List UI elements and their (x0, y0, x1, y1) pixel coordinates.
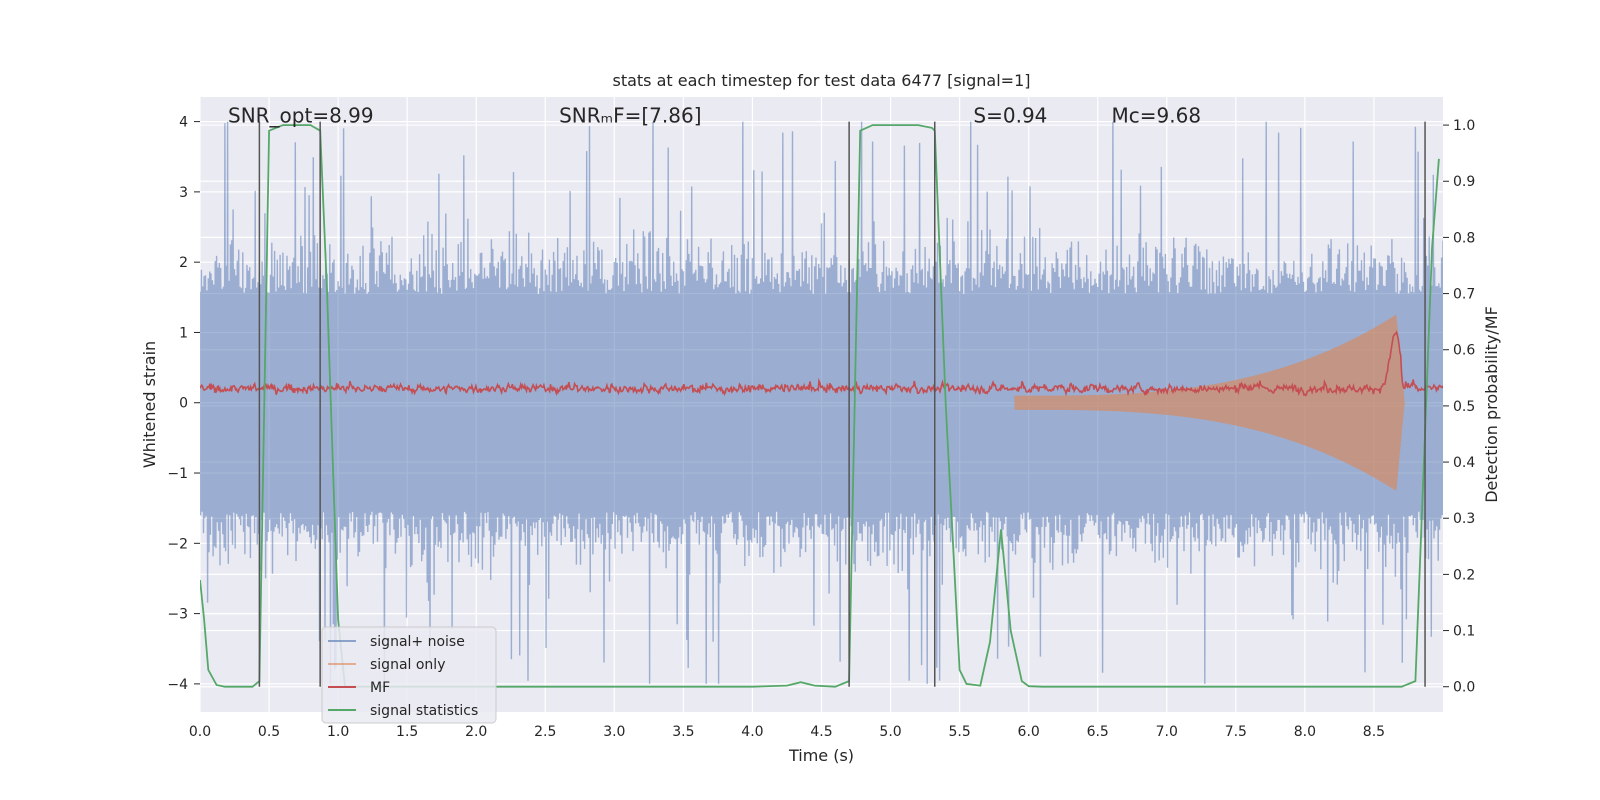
vertical-lines (258, 121, 1426, 687)
x-tick-label: 3.0 (603, 724, 625, 740)
y-tick-label-left: 3 (179, 185, 188, 201)
annotation-snr-mf: SNRₘF=[7.86] (559, 104, 701, 128)
series-signal-only (1014, 314, 1405, 491)
y-tick-label-left: −1 (167, 466, 188, 482)
y-tick-label-right: 0.8 (1453, 230, 1475, 246)
annotation-mc: Mc=9.68 (1112, 104, 1202, 128)
x-tick-label: 0.0 (189, 724, 211, 740)
x-axis-label: Time (s) (788, 746, 854, 765)
y-tick-label-right: 1.0 (1453, 118, 1475, 134)
x-tick-label: 4.0 (741, 724, 763, 740)
y-tick-label-left: −3 (167, 607, 188, 623)
y-tick-label-right: 0.4 (1453, 455, 1475, 471)
x-tick-label: 7.0 (1156, 724, 1178, 740)
y-tick-label-left: −4 (167, 677, 188, 693)
y-tick-label-left: 2 (179, 255, 188, 271)
legend-label-signal-statistics: signal statistics (370, 703, 478, 719)
legend-label-signal-noise: signal+ noise (370, 634, 465, 650)
y-tick-label-left: 1 (179, 325, 188, 341)
y-tick-label-right: 0.0 (1453, 680, 1475, 696)
x-tick-label: 2.5 (534, 724, 556, 740)
annotation-snr-opt: SNR_opt=8.99 (228, 104, 374, 128)
x-tick-label: 7.5 (1225, 724, 1247, 740)
y-tick-label-left: 0 (179, 396, 188, 412)
x-tick-label: 3.5 (672, 724, 694, 740)
y-axis-label-right: Detection probability/MF (1482, 306, 1501, 503)
annotations: SNR_opt=8.99 SNRₘF=[7.86] S=0.94 Mc=9.68 (228, 104, 1201, 128)
y-tick-label-right: 0.6 (1453, 343, 1475, 359)
x-tick-label: 1.0 (327, 724, 349, 740)
series-signal-noise (200, 121, 1443, 684)
x-tick-label: 5.0 (879, 724, 901, 740)
y-tick-label-left: −2 (167, 536, 188, 552)
x-tick-label: 6.5 (1087, 724, 1109, 740)
legend-box (321, 626, 497, 724)
x-tick-label: 2.0 (465, 724, 487, 740)
x-tick-label: 6.0 (1018, 724, 1040, 740)
y-tick-label-left: 4 (179, 115, 188, 131)
x-tick-label: 5.5 (948, 724, 970, 740)
x-tick-label: 8.0 (1294, 724, 1316, 740)
x-tick-label: 4.5 (810, 724, 832, 740)
legend-label-mf: MF (370, 680, 390, 696)
y-tick-label-right: 0.5 (1453, 399, 1475, 415)
y-tick-label-right: 0.7 (1453, 287, 1475, 303)
y-tick-label-right: 0.1 (1453, 624, 1475, 640)
x-tick-label: 0.5 (258, 724, 280, 740)
y-tick-label-right: 0.9 (1453, 174, 1475, 190)
annotation-s: S=0.94 (973, 104, 1047, 128)
y-tick-label-right: 0.2 (1453, 567, 1475, 583)
y-tick-label-right: 0.3 (1453, 511, 1475, 527)
legend: signal+ noise signal only MF signal stat… (321, 626, 497, 724)
chart-title: stats at each timestep for test data 647… (612, 71, 1030, 90)
x-tick-label: 1.5 (396, 724, 418, 740)
ticks: 0.0 0.5 1.0 1.5 2.0 2.5 3.0 3.5 4.0 4.5 5.0 5.5 6.0 6… (167, 115, 1475, 740)
y-axis-label-left: Whitened strain (140, 341, 159, 468)
legend-label-signal-only: signal only (370, 657, 445, 673)
series-mf (200, 330, 1443, 397)
x-tick-label: 8.5 (1363, 724, 1385, 740)
